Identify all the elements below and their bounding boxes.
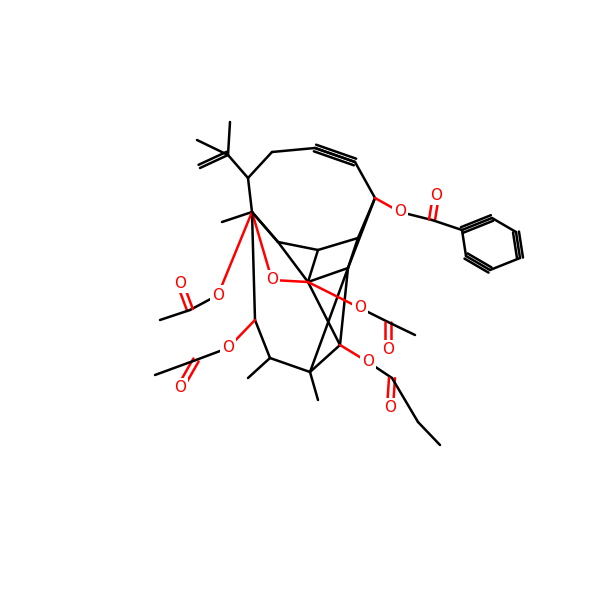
Text: O: O (384, 401, 396, 415)
Text: O: O (354, 301, 366, 316)
Text: O: O (222, 340, 234, 355)
Text: O: O (174, 380, 186, 395)
Text: O: O (212, 287, 224, 302)
Text: O: O (430, 187, 442, 202)
Text: O: O (174, 275, 186, 290)
Text: O: O (394, 205, 406, 220)
Text: O: O (382, 343, 394, 358)
Text: O: O (362, 355, 374, 370)
Text: O: O (266, 272, 278, 287)
